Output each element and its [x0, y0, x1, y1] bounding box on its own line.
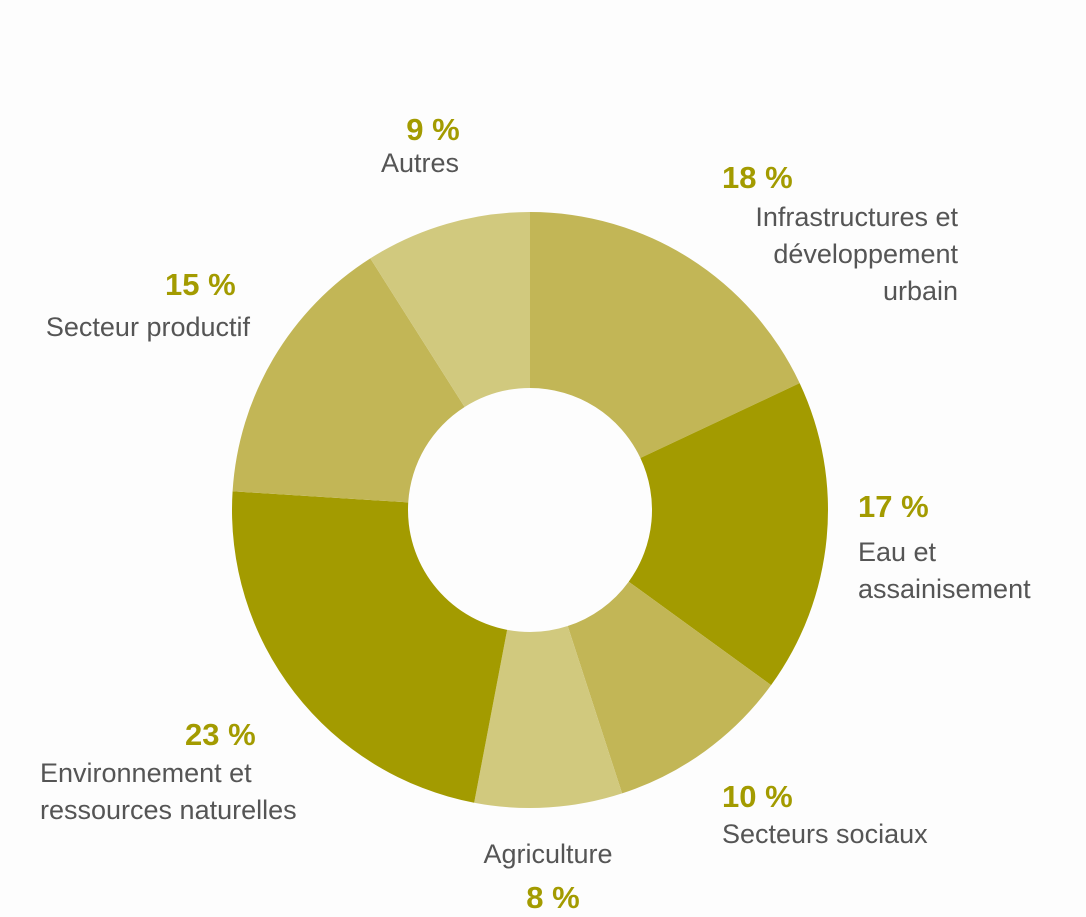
donut-slice — [567, 581, 772, 794]
category-label: Environnement et ressources naturelles — [40, 758, 297, 825]
donut-slice — [232, 258, 465, 503]
value-label: 17 % — [858, 489, 929, 524]
donut-slice — [628, 383, 829, 686]
donut-slice — [232, 491, 508, 803]
category-label: Secteur productif — [45, 312, 250, 342]
category-label: Eau et assainisement — [858, 537, 1031, 604]
value-label: 10 % — [722, 779, 793, 814]
donut-slice — [370, 212, 530, 407]
value-label: 18 % — [722, 160, 793, 195]
donut-slice — [474, 626, 623, 809]
value-label: 15 % — [165, 267, 236, 302]
donut-slice — [530, 212, 800, 459]
category-label: Secteurs sociaux — [722, 819, 928, 849]
value-label: 9 % — [406, 112, 460, 147]
category-label: Autres — [380, 148, 460, 178]
category-label: Agriculture — [483, 839, 613, 869]
value-label: 8 % — [526, 880, 580, 915]
category-label: Infrastructures et développement urbain — [755, 202, 958, 306]
value-label: 23 % — [185, 717, 256, 752]
